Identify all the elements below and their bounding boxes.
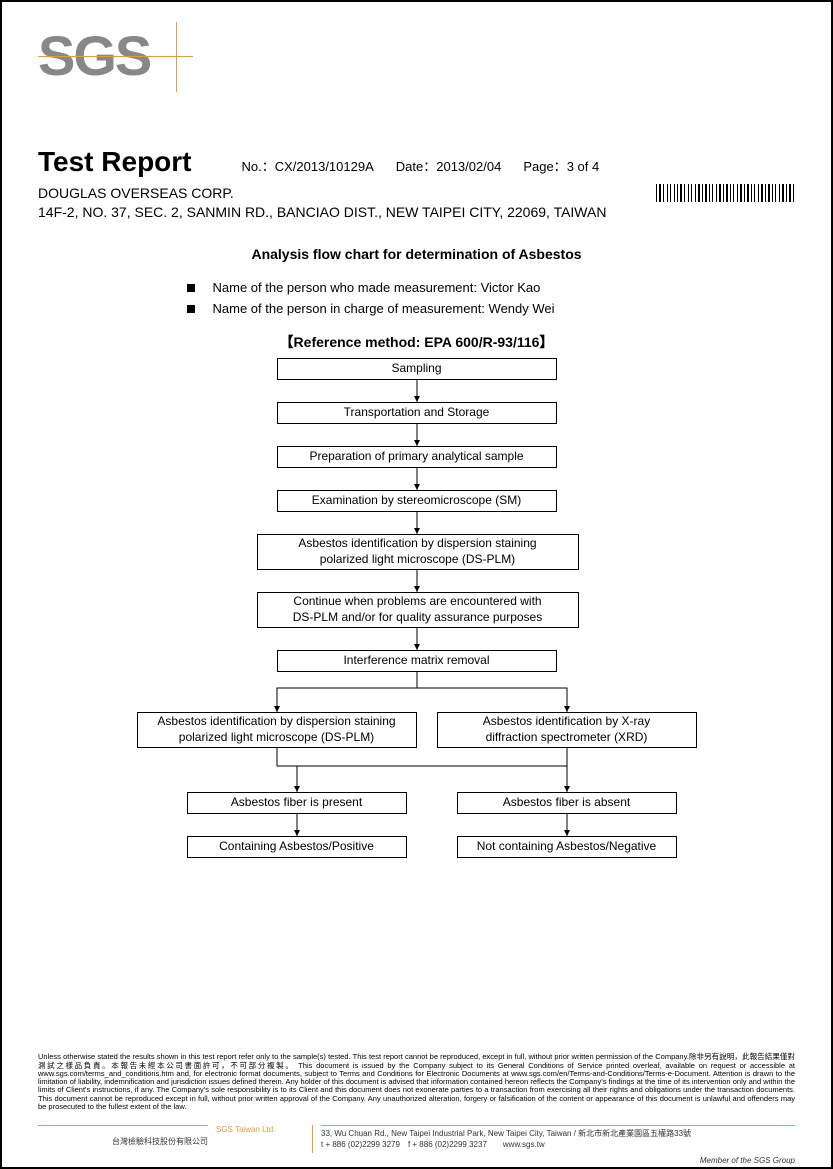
reference-method: 【Reference method: EPA 600/R-93/116】: [38, 332, 795, 352]
person-row: Name of the person who made measurement:…: [187, 280, 647, 295]
flow-node: Asbestos identification by dispersion st…: [137, 712, 417, 748]
chart-title: Analysis flow chart for determination of…: [38, 246, 795, 262]
flow-node: Interference matrix removal: [277, 650, 557, 672]
footer-left: 台灣檢驗科技股份有限公司: [38, 1125, 208, 1147]
header-meta: No.：CX/2013/10129A Date：2013/02/04 Page：…: [242, 156, 600, 175]
logo-accent-v: [176, 22, 177, 92]
footer-mid: SGS Taiwan Ltd.: [216, 1125, 304, 1134]
header-row: Test Report No.：CX/2013/10129A Date：2013…: [38, 146, 795, 178]
no-field: No.：CX/2013/10129A: [242, 156, 374, 175]
person-label: Name of the person who made measurement:…: [213, 280, 541, 295]
date-field: Date：2013/02/04: [396, 156, 502, 175]
footer-addr: 33, Wu Chuan Rd., New Taipei Industrial …: [321, 1128, 795, 1139]
company-line: DOUGLAS OVERSEAS CORP.: [38, 184, 795, 202]
footer: 台灣檢驗科技股份有限公司 SGS Taiwan Ltd. 33, Wu Chua…: [38, 1125, 795, 1153]
client-name: DOUGLAS OVERSEAS CORP.: [38, 185, 234, 201]
logo: SGS: [38, 26, 795, 86]
footer-sep: [312, 1125, 313, 1153]
member-line: Member of the SGS Group: [700, 1156, 795, 1165]
flow-node: Continue when problems are encountered w…: [257, 592, 579, 628]
report-title: Test Report: [38, 146, 192, 178]
footer-contact: t + 886 (02)2299 3279 f + 886 (02)2299 3…: [321, 1139, 795, 1150]
person-row: Name of the person in charge of measurem…: [187, 301, 647, 316]
flowchart: Sampling Transportation and Storage Prepar…: [137, 358, 697, 928]
footer-right: 33, Wu Chuan Rd., New Taipei Industrial …: [321, 1125, 795, 1150]
barcode: [656, 184, 796, 202]
logo-accent-h: [38, 56, 193, 57]
person-label: Name of the person in charge of measurem…: [213, 301, 555, 316]
bullet-icon: [187, 284, 195, 292]
flow-node: Transportation and Storage: [277, 402, 557, 424]
disclaimer: Unless otherwise stated the results show…: [38, 1053, 795, 1111]
flow-node: Asbestos identification by X-raydiffract…: [437, 712, 697, 748]
bullet-icon: [187, 305, 195, 313]
flow-node: Examination by stereomicroscope (SM): [277, 490, 557, 512]
page-field: Page：3 of 4: [523, 156, 599, 175]
flow-node: Asbestos fiber is present: [187, 792, 407, 814]
flow-node: Containing Asbestos/Positive: [187, 836, 407, 858]
flow-node: Asbestos fiber is absent: [457, 792, 677, 814]
flow-node: Not containing Asbestos/Negative: [457, 836, 677, 858]
flow-node: Preparation of primary analytical sample: [277, 446, 557, 468]
client-address: 14F-2, NO. 37, SEC. 2, SANMIN RD., BANCI…: [38, 204, 795, 220]
persons-list: Name of the person who made measurement:…: [187, 280, 647, 316]
flow-node: Sampling: [277, 358, 557, 380]
flow-node: Asbestos identification by dispersion st…: [257, 534, 579, 570]
